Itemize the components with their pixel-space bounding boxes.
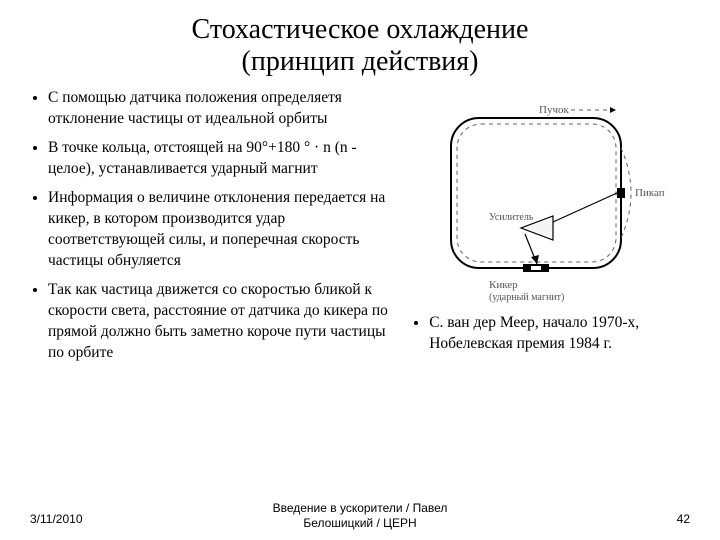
signal-arrowhead bbox=[531, 255, 539, 264]
pickup-label: Пикап bbox=[635, 187, 665, 199]
kicker-slit bbox=[531, 266, 541, 270]
kicker-label-2: (ударный магнит) bbox=[489, 292, 564, 303]
title-line-1: Стохастическое охлаждение bbox=[192, 14, 529, 45]
footer-center: Введение в ускорители / Павел Белошицкий… bbox=[0, 501, 720, 530]
attribution-text: С. ван дер Меер, начало 1970-х, Нобелевс… bbox=[429, 313, 700, 355]
attribution-list: С. ван дер Меер, начало 1970-х, Нобелевс… bbox=[411, 313, 700, 355]
bullet-item: Информация о величине отклонения передае… bbox=[48, 188, 399, 272]
title-line-2: (принцип действия) bbox=[242, 46, 479, 77]
diagram-labels: Пучок Пикап Усилитель Кикер (ударный маг… bbox=[489, 104, 665, 303]
bullet-item: С помощью датчика положения определяетя … bbox=[48, 88, 399, 130]
kicker-label-1: Кикер bbox=[489, 279, 518, 291]
slide-title: Стохастическое охлаждение (принцип дейст… bbox=[0, 0, 720, 78]
left-column: С помощью датчика положения определяетя … bbox=[30, 88, 405, 371]
right-column: Пучок Пикап Усилитель Кикер (ударный маг… bbox=[405, 88, 700, 371]
beam-label: Пучок bbox=[539, 104, 569, 116]
bullet-list: С помощью датчика положения определяетя … bbox=[30, 88, 399, 363]
bullet-item: Так как частица движется со скоростью бл… bbox=[48, 280, 399, 364]
bullet-item: В точке кольца, отстоящей на 90°+180 ° ·… bbox=[48, 138, 399, 180]
footer-page-number: 42 bbox=[677, 512, 690, 526]
footer-center-line-2: Белошицкий / ЦЕРН bbox=[303, 516, 416, 530]
ring-outline bbox=[451, 118, 621, 268]
signal-line-1 bbox=[553, 193, 617, 222]
dashed-orbit-inner bbox=[457, 124, 616, 262]
beam-arrowhead bbox=[610, 107, 616, 113]
pickup-marker bbox=[617, 188, 625, 198]
slide: Стохастическое охлаждение (принцип дейст… bbox=[0, 0, 720, 540]
content-area: С помощью датчика положения определяетя … bbox=[0, 78, 720, 371]
cooling-diagram: Пучок Пикап Усилитель Кикер (ударный маг… bbox=[411, 88, 671, 308]
footer-center-line-1: Введение в ускорители / Павел bbox=[273, 501, 448, 515]
amplifier-label: Усилитель bbox=[489, 212, 534, 223]
